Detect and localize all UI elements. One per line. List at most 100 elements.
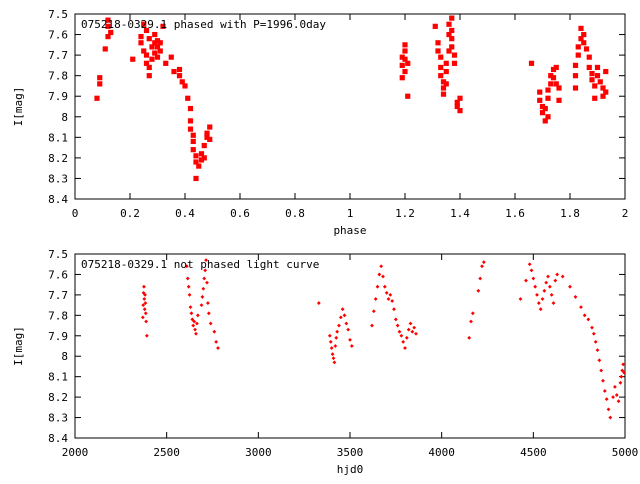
data-point	[381, 274, 385, 279]
data-point	[583, 46, 590, 52]
data-point	[205, 280, 209, 285]
data-point	[397, 329, 402, 334]
data-point	[157, 48, 163, 54]
data-point	[194, 331, 198, 336]
data-point	[556, 97, 562, 103]
data-point	[591, 331, 596, 336]
data-point	[144, 333, 149, 338]
data-point	[550, 75, 557, 81]
data-point	[187, 292, 192, 297]
data-point	[154, 54, 161, 60]
data-point	[438, 54, 444, 60]
data-point	[414, 331, 418, 336]
data-point	[435, 40, 441, 46]
data-point	[146, 64, 152, 71]
data-point	[578, 25, 584, 31]
x-axis-label: hjd0	[337, 463, 364, 476]
data-point	[196, 163, 202, 169]
data-point	[451, 60, 458, 66]
data-point	[370, 323, 374, 328]
data-point	[594, 73, 601, 79]
data-point	[402, 56, 408, 62]
data-point	[204, 134, 210, 140]
data-point	[586, 54, 592, 60]
phased-light-curve-panel: 7.5 7.6 7.7 7.8 7.9 8 8.1 8.2 8.3 8.4 0 0.2 0.4 0.6 0.…	[12, 8, 628, 237]
data-point	[553, 64, 559, 71]
data-point	[518, 297, 523, 301]
data-point	[388, 292, 393, 297]
data-point	[547, 284, 552, 289]
data-point	[141, 303, 146, 308]
data-point	[157, 40, 163, 46]
data-point	[330, 352, 335, 357]
data-point	[195, 321, 199, 326]
data-point	[602, 389, 607, 393]
x-tick-label: 2000	[62, 446, 89, 459]
data-point	[179, 79, 185, 85]
data-point	[449, 15, 455, 21]
data-point	[200, 295, 205, 299]
data-point	[527, 262, 532, 267]
data-point	[443, 81, 449, 87]
y-tick-label: 8.1	[48, 371, 68, 384]
data-point	[382, 284, 387, 289]
data-point	[141, 48, 147, 54]
data-point	[582, 313, 587, 318]
data-point	[152, 40, 158, 46]
y-tick-label: 8.3	[48, 172, 68, 185]
data-point	[152, 31, 158, 38]
data-point	[572, 62, 579, 68]
data-point	[597, 79, 603, 85]
data-point	[440, 85, 447, 91]
x-tick-label: 2	[622, 207, 629, 220]
x-tick-label: 1.6	[505, 207, 525, 220]
data-point	[176, 73, 183, 79]
data-point	[199, 303, 204, 308]
data-point	[212, 329, 217, 334]
data-point	[539, 110, 546, 116]
data-point	[551, 301, 556, 305]
data-point	[329, 346, 334, 350]
data-point	[334, 335, 339, 340]
data-point	[579, 305, 583, 310]
chart-title: 075218-0329.1 phased with P=1996.0day	[81, 18, 326, 31]
data-point	[401, 340, 406, 344]
y-tick-label: 7.8	[48, 70, 68, 83]
data-point	[195, 313, 200, 318]
data-point	[373, 297, 378, 301]
data-point	[327, 333, 332, 338]
data-point	[146, 73, 152, 79]
x-tick-label: 0.4	[175, 207, 195, 220]
data-point	[476, 288, 481, 293]
data-point	[457, 108, 463, 114]
data-point	[193, 327, 197, 332]
data-point	[193, 159, 199, 165]
data-point	[143, 27, 150, 34]
data-point	[163, 60, 169, 66]
data-point	[589, 71, 595, 77]
data-point	[608, 415, 613, 420]
data-point	[143, 292, 147, 297]
data-point	[188, 305, 193, 310]
x-tick-label: 1.2	[395, 207, 415, 220]
data-point	[542, 118, 548, 124]
data-point	[94, 95, 100, 101]
chart-title: 075218-0329.1 not phased light curve	[81, 258, 319, 271]
data-point	[214, 340, 219, 344]
data-point	[451, 52, 458, 58]
data-point	[446, 21, 452, 27]
data-point	[186, 284, 191, 289]
data-point	[603, 89, 609, 95]
data-point	[408, 321, 413, 326]
data-point	[481, 260, 486, 265]
data-point	[402, 42, 408, 48]
y-tick-label: 7.5	[48, 248, 68, 261]
data-point	[203, 268, 208, 273]
data-point	[108, 29, 114, 36]
data-point	[208, 321, 213, 326]
data-point	[201, 155, 207, 161]
x-tick-label: 3000	[245, 446, 272, 459]
data-point	[402, 68, 408, 75]
y-axis-label: I[mag]	[12, 326, 25, 366]
